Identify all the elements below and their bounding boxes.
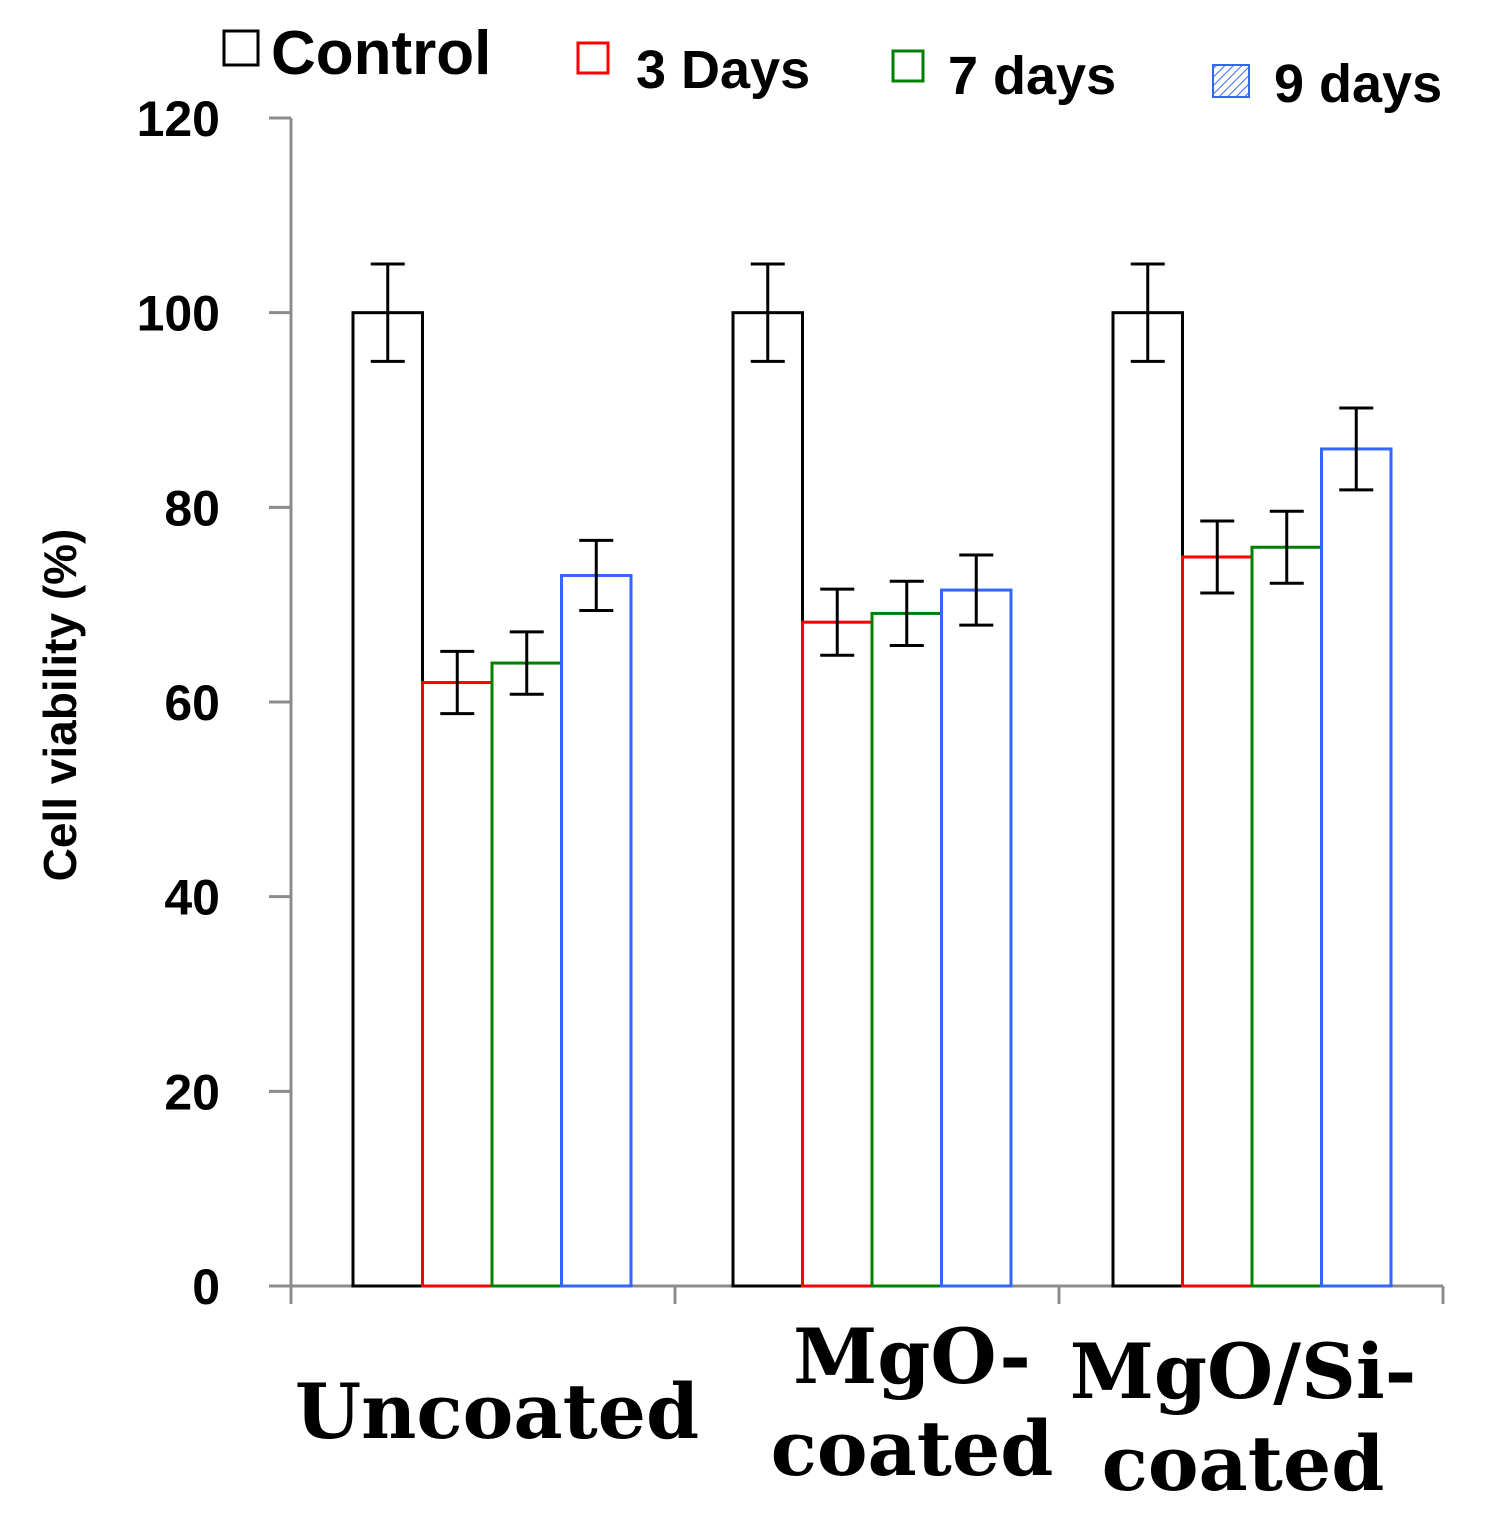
category-label-uncoated: Uncoated <box>295 1367 699 1456</box>
category-label-mgo-si-coated: MgO/Si-coated <box>1070 1327 1417 1508</box>
bar-control-uncoated <box>351 311 424 1288</box>
y-tick-label: 40 <box>164 870 220 926</box>
y-tick-label: 100 <box>137 286 220 342</box>
y-tick-label: 20 <box>164 1064 220 1120</box>
legend-item-7-days: 7 days <box>891 46 1116 106</box>
bars <box>351 311 1393 1288</box>
error-bar <box>1130 262 1165 363</box>
error-bars <box>370 262 1374 716</box>
y-tick-labels: 0 20 40 60 80 100 120 <box>137 91 220 1315</box>
error-bar <box>1200 519 1235 595</box>
legend-item-3-days: 3 Days <box>576 40 810 100</box>
legend-label-control: Control <box>271 19 491 88</box>
error-bar <box>750 262 785 363</box>
bar-control-mgo-si-coated <box>1111 311 1184 1288</box>
legend-item-9-days: 9 days <box>1212 54 1442 114</box>
error-bar <box>370 262 405 363</box>
bar-7-days-mgo-si-coated <box>1250 545 1323 1288</box>
y-tick-label: 0 <box>192 1259 220 1315</box>
bar-9-days-mgo-si-coated <box>1320 447 1393 1288</box>
y-tick-label: 60 <box>164 675 220 731</box>
legend-label-3-days: 3 Days <box>636 40 810 100</box>
error-bar <box>579 538 614 613</box>
axes <box>269 116 1445 1304</box>
error-bar <box>1339 406 1374 492</box>
legend-item-control: Control <box>222 19 491 88</box>
bar-9-days-mgo-coated <box>940 588 1013 1288</box>
legend-swatch-control <box>222 29 260 67</box>
error-bar <box>889 579 924 648</box>
y-tick-label: 120 <box>137 91 220 147</box>
y-axis-label: Cell viability (%) <box>34 529 86 882</box>
error-bar <box>1269 509 1304 585</box>
legend-label-9-days: 9 days <box>1274 54 1442 114</box>
bar-7-days-uncoated <box>490 661 563 1288</box>
error-bar <box>440 649 475 716</box>
legend: Control 3 Days 7 days 9 days <box>222 19 1442 114</box>
bar-7-days-mgo-coated <box>870 611 943 1288</box>
y-tick-label: 80 <box>164 480 220 536</box>
bar-3-days-mgo-coated <box>801 620 874 1288</box>
bar-3-days-mgo-si-coated <box>1181 555 1254 1288</box>
bar-control-mgo-coated <box>731 311 804 1288</box>
error-bar <box>509 630 544 696</box>
error-bar <box>959 553 994 627</box>
legend-swatch-9-days <box>1212 64 1250 98</box>
bar-3-days-uncoated <box>421 681 494 1288</box>
bar-9-days-uncoated <box>560 573 633 1288</box>
legend-swatch-3-days <box>576 41 610 75</box>
category-label-mgo-coated: MgO-coated <box>771 1312 1054 1493</box>
error-bar <box>820 587 855 657</box>
legend-label-7-days: 7 days <box>948 46 1116 106</box>
legend-swatch-7-days <box>891 49 925 83</box>
